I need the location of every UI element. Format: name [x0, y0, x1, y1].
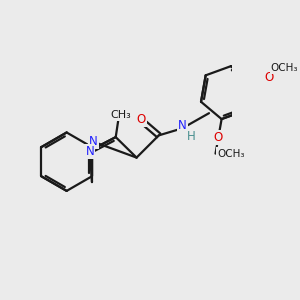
Text: OCH₃: OCH₃: [217, 148, 245, 159]
Text: O: O: [136, 112, 146, 125]
Text: N: N: [89, 135, 98, 148]
Text: OCH₃: OCH₃: [271, 63, 298, 73]
Text: O: O: [265, 70, 274, 83]
Text: N: N: [85, 145, 94, 158]
Text: CH₃: CH₃: [110, 110, 131, 120]
Text: N: N: [178, 119, 187, 132]
Text: H: H: [187, 130, 196, 143]
Text: O: O: [214, 131, 223, 144]
